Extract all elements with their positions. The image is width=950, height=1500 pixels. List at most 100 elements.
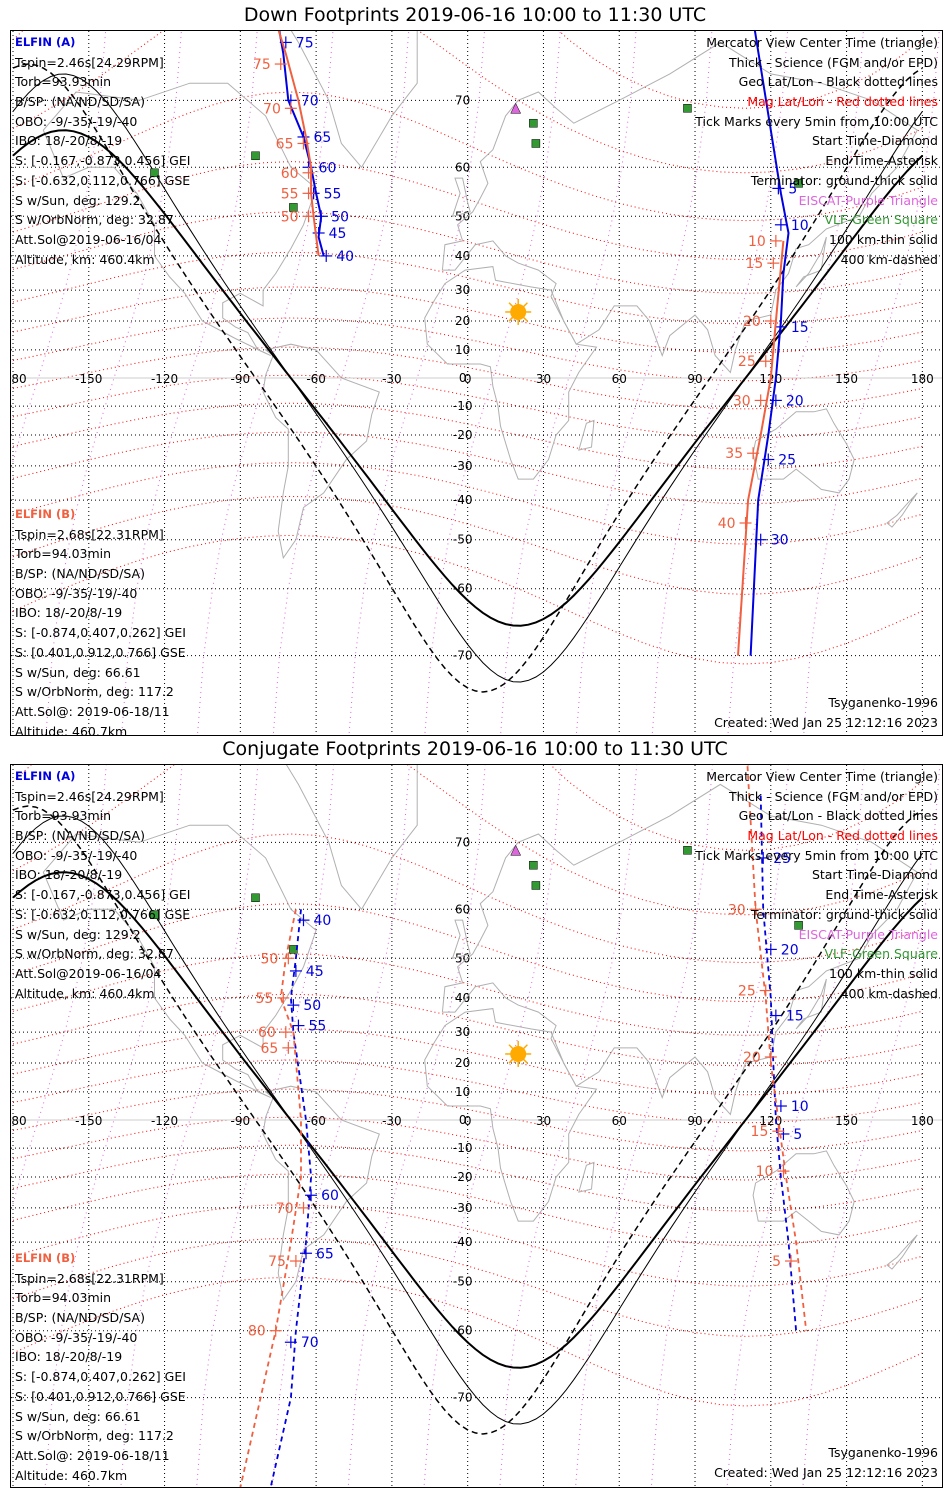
- y-tick-label: -60: [453, 582, 473, 596]
- x-tick-label: -90: [231, 372, 251, 386]
- info-line: Torb=94.03min: [15, 1290, 112, 1306]
- terminator-400km: [12, 805, 923, 1435]
- coastline: [752, 1150, 855, 1236]
- terminator-ground: [12, 129, 924, 627]
- created-label: Created: Wed Jan 25 12:12:16 2023: [714, 715, 938, 730]
- coastline: [451, 177, 471, 218]
- info-line: Altitude: 460.7km: [15, 1467, 128, 1483]
- track-time-label: 75: [253, 57, 271, 73]
- track-time-label: 50: [281, 209, 299, 225]
- track-time-label: 30: [728, 902, 746, 918]
- mag-lat-line: [12, 953, 923, 1036]
- info-line: Tspin=2.46s[24.29RPM]: [15, 788, 164, 804]
- coastline: [886, 1234, 918, 1270]
- track-time-label: 20: [743, 1050, 761, 1066]
- info-line: IBO: 18/-20/8/-19: [15, 133, 123, 149]
- track-time-label: 20: [781, 942, 799, 958]
- elfin-b-info: ELFIN (B) Tspin=2.68s[22.31RPM] Torb=94.0…: [15, 505, 186, 736]
- track-time-label: 65: [276, 136, 294, 152]
- x-tick-label: 90: [687, 372, 702, 386]
- x-tick-label: -150: [75, 372, 102, 386]
- vlf-square-icon: [251, 893, 260, 903]
- x-tick-label: 0: [464, 1114, 472, 1128]
- y-tick-label: -10: [453, 399, 473, 413]
- y-tick-label: 30: [455, 1025, 470, 1039]
- map-canvas-conjugate: -180-150-120-90-60-300306090120150180706…: [11, 765, 942, 1487]
- legend-item: Geo Lat/Lon - Black dotted lines: [738, 808, 938, 824]
- info-line: B/SP: (NA/ND/SD/SA): [15, 94, 145, 110]
- info-line: Att.Sol@: 2019-06-18/11: [15, 703, 170, 719]
- legend: Mercator View Center Time (triangle) Thic…: [695, 767, 938, 1003]
- track-time-label: 5: [772, 1254, 781, 1270]
- y-tick-label: -30: [453, 1201, 473, 1215]
- y-tick-label: -40: [453, 493, 473, 507]
- track-time-label: 25: [738, 984, 756, 1000]
- track-time-label: 70: [276, 1201, 294, 1217]
- legend-item: Mercator View Center Time (triangle): [706, 769, 938, 784]
- info-line: IBO: 18/-20/8/-19: [15, 1349, 123, 1365]
- track-time-label: 65: [316, 1246, 334, 1262]
- vlf-square-icon: [683, 846, 692, 855]
- info-line: S w/Sun, deg: 129.2: [15, 926, 141, 942]
- y-tick-label: 40: [455, 249, 470, 263]
- y-tick-label: -10: [453, 1141, 473, 1155]
- y-tick-label: -20: [453, 428, 473, 442]
- info-line: Altitude: 460.7km: [15, 723, 128, 736]
- info-line: Tspin=2.68s[22.31RPM]: [15, 1270, 164, 1286]
- coastline: [424, 266, 598, 480]
- x-tick-label: 150: [835, 1114, 858, 1128]
- track-time-label: 70: [263, 101, 281, 117]
- elfin-a-info: ELFIN (A) Tspin=2.46s[24.29RPM] Torb=93.9…: [15, 767, 190, 1003]
- legend-item: Mag Lat/Lon - Red dotted lines: [747, 94, 938, 110]
- track-time-label: 65: [261, 1041, 279, 1057]
- x-tick-label: -60: [306, 1114, 326, 1128]
- vlf-square-icon: [150, 910, 159, 920]
- track-time-label: 15: [786, 1009, 804, 1025]
- info-line: Att.Sol@: 2019-06-18/11: [15, 1447, 170, 1463]
- y-tick-label: -70: [453, 1391, 473, 1405]
- track-time-label: 10: [791, 218, 809, 234]
- track-time-label: 10: [748, 234, 766, 250]
- track-time-label: 55: [324, 186, 342, 202]
- track-time-label: 10: [791, 1099, 809, 1115]
- track-time-label: 75: [296, 35, 314, 51]
- track-time-label: 50: [303, 998, 321, 1014]
- track-elfin-b: [746, 765, 808, 1331]
- legend-item: Thick - Science (FGM and/or EPD): [729, 788, 938, 804]
- elfin-a-label: ELFIN (A): [15, 35, 76, 49]
- coastline: [286, 765, 418, 911]
- legend-item: Tick Marks every 5min from 10:00 UTC: [695, 113, 938, 129]
- info-line: OBO: -9/-35/-19/-40: [15, 1329, 138, 1345]
- info-line: Att.Sol@2019-06-16/04: [15, 965, 162, 981]
- elfin-b-label: ELFIN (B): [15, 507, 76, 521]
- coastline: [886, 492, 918, 528]
- x-tick-label: 150: [835, 372, 858, 386]
- track-time-label: 25: [738, 354, 756, 370]
- info-line: OBO: -9/-35/-19/-40: [15, 585, 138, 601]
- coastline: [424, 1008, 598, 1222]
- legend-item: 100 km-thin solid: [829, 231, 938, 247]
- mag-lat-line: [12, 1276, 923, 1407]
- coastline: [42, 824, 317, 1099]
- x-tick-label: -180: [11, 372, 27, 386]
- info-line: S w/OrbNorm, deg: 117.2: [15, 684, 174, 700]
- info-line: S: [-0.632,0.112,0.766] GSE: [15, 172, 191, 188]
- legend-item: Terminator: ground-thick solid: [750, 172, 938, 188]
- y-tick-label: -50: [453, 1275, 473, 1289]
- legend-item: Start Time-Diamond: [811, 133, 938, 149]
- track-time-label: 10: [756, 1164, 774, 1180]
- legend-item: EISCAT-Purple Triangle: [798, 192, 938, 208]
- subsolar-sun-icon: [510, 1045, 527, 1062]
- track-time-label: 80: [248, 1324, 266, 1340]
- vlf-square-icon: [531, 881, 541, 890]
- legend-item: Mercator View Center Time (triangle): [706, 35, 938, 50]
- y-tick-label: -30: [453, 459, 473, 473]
- x-tick-label: -60: [306, 372, 326, 386]
- track-elfin-b: [239, 909, 302, 1487]
- map-panel-conjugate: -180-150-120-90-60-300306090120150180706…: [10, 764, 943, 1488]
- map-panel-down: -180-150-120-90-60-300306090120150180706…: [10, 30, 943, 736]
- y-tick-label: 10: [455, 343, 470, 357]
- legend-item: 400 km-dashed: [840, 985, 938, 1001]
- terminator-100km: [12, 815, 923, 1425]
- y-tick-label: 40: [455, 991, 470, 1005]
